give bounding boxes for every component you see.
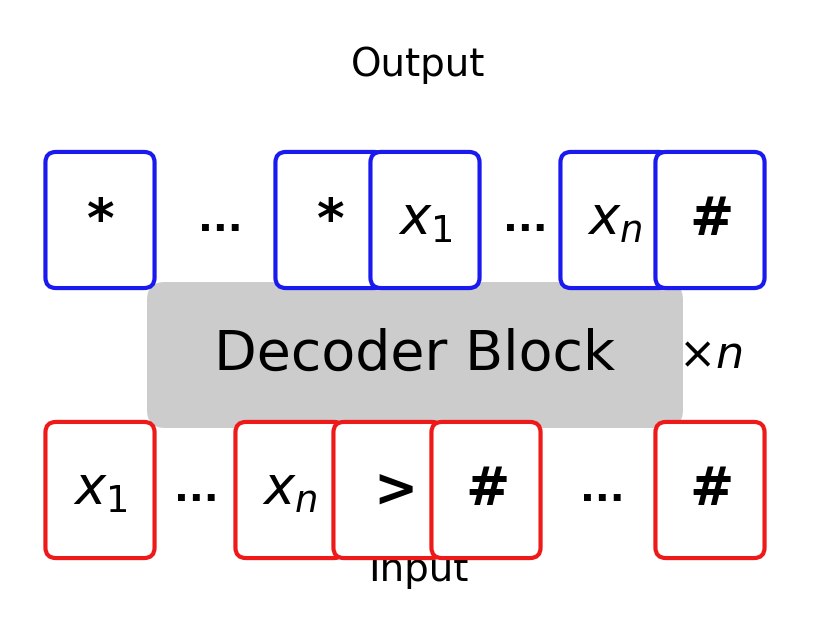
Text: $\mathbf{\#}$: $\mathbf{\#}$ — [689, 194, 732, 246]
FancyBboxPatch shape — [431, 422, 541, 558]
FancyBboxPatch shape — [655, 422, 765, 558]
Text: ...: ... — [502, 201, 548, 239]
FancyBboxPatch shape — [275, 152, 385, 288]
FancyBboxPatch shape — [655, 152, 765, 288]
Text: ...: ... — [197, 201, 242, 239]
Text: $\mathbf{\#}$: $\mathbf{\#}$ — [689, 464, 732, 516]
Text: $\mathbf{\#}$: $\mathbf{\#}$ — [465, 464, 507, 516]
FancyBboxPatch shape — [147, 282, 683, 428]
Text: $x_1$: $x_1$ — [398, 195, 452, 245]
Text: $\times n$: $\times n$ — [678, 334, 742, 377]
FancyBboxPatch shape — [45, 152, 155, 288]
FancyBboxPatch shape — [236, 422, 344, 558]
Text: $\mathbf{*}$: $\mathbf{*}$ — [86, 194, 115, 246]
Text: $\mathbf{*}$: $\mathbf{*}$ — [316, 194, 344, 246]
Text: $x_1$: $x_1$ — [73, 465, 127, 516]
Text: Input: Input — [368, 551, 468, 589]
Text: $\mathbf{>}$: $\mathbf{>}$ — [363, 464, 414, 516]
Text: $x_n$: $x_n$ — [587, 195, 643, 245]
Text: ...: ... — [174, 471, 218, 509]
FancyBboxPatch shape — [45, 422, 155, 558]
Text: Output: Output — [351, 46, 485, 84]
FancyBboxPatch shape — [370, 152, 480, 288]
Text: $x_n$: $x_n$ — [263, 465, 318, 516]
FancyBboxPatch shape — [560, 152, 670, 288]
Text: Decoder Block: Decoder Block — [215, 328, 615, 382]
FancyBboxPatch shape — [334, 422, 442, 558]
Text: ...: ... — [579, 471, 624, 509]
